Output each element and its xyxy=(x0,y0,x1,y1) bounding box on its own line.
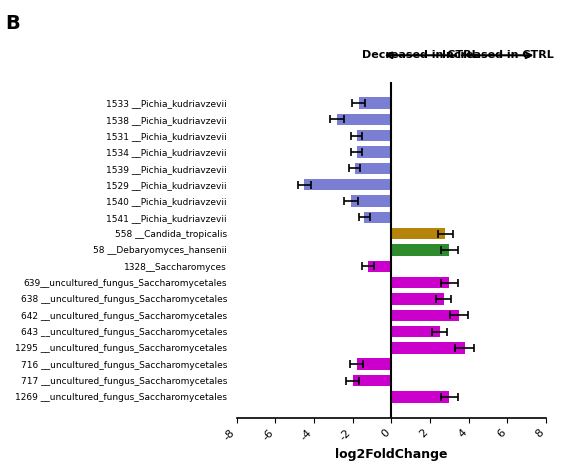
Bar xyxy=(392,391,449,403)
Text: Increased in CTRL: Increased in CTRL xyxy=(442,50,554,60)
Bar xyxy=(357,146,392,158)
Text: B: B xyxy=(6,14,20,33)
Bar xyxy=(392,244,449,256)
Bar xyxy=(392,277,449,288)
Bar xyxy=(364,212,392,223)
Bar xyxy=(353,375,392,386)
Bar xyxy=(392,228,445,239)
Text: Decreased in CTRL: Decreased in CTRL xyxy=(362,50,479,60)
X-axis label: log2FoldChange: log2FoldChange xyxy=(335,448,448,461)
Bar xyxy=(337,114,392,125)
Bar xyxy=(392,342,465,354)
Bar xyxy=(392,326,440,337)
Bar xyxy=(305,179,392,190)
Bar xyxy=(368,260,392,272)
Bar xyxy=(392,293,444,305)
Bar xyxy=(357,130,392,141)
Bar xyxy=(357,358,392,370)
Bar xyxy=(351,195,392,207)
Bar xyxy=(358,98,392,109)
Bar xyxy=(392,309,459,321)
Bar xyxy=(355,163,392,174)
